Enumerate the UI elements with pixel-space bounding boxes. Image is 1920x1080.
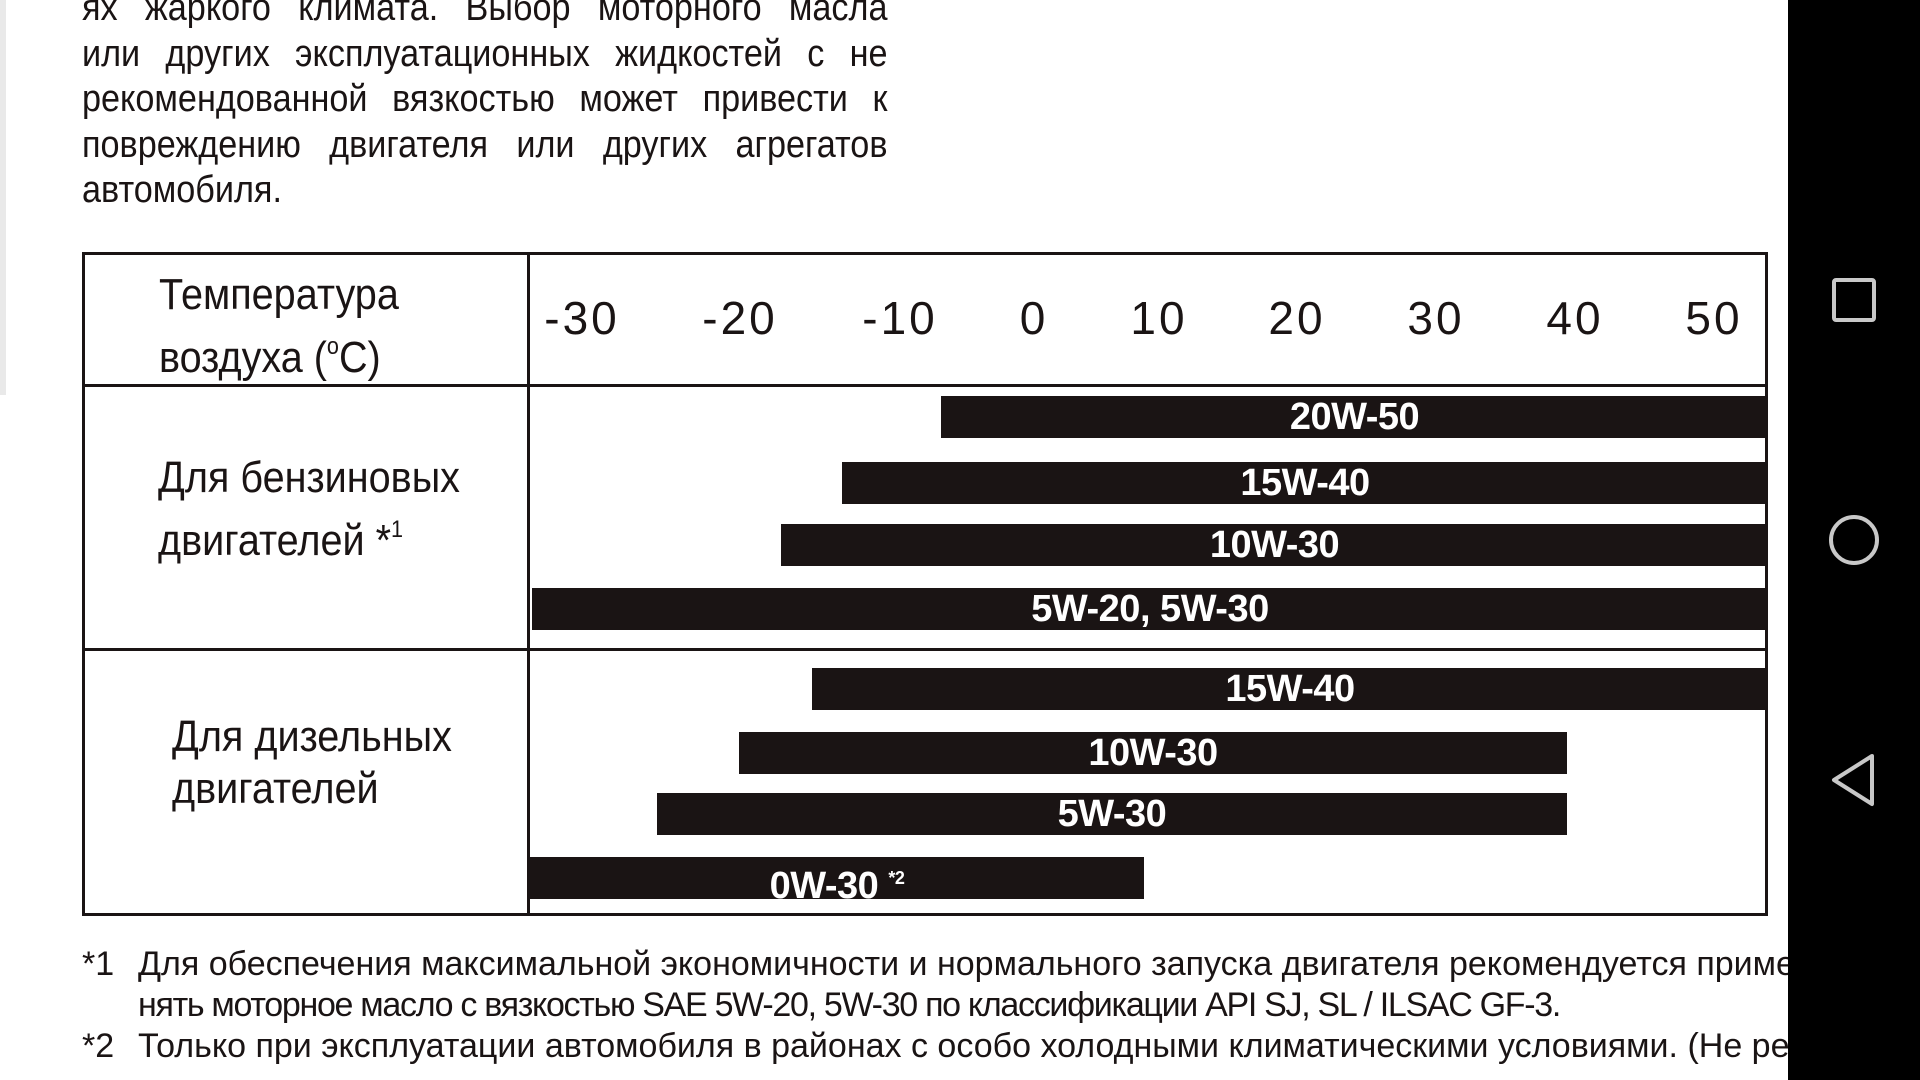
temperature-header: Температура воздуха (oC) bbox=[159, 270, 399, 382]
diesel-bar: 5W-30 bbox=[657, 793, 1567, 835]
temperature-tick: 30 bbox=[1407, 292, 1465, 344]
home-icon bbox=[1829, 515, 1879, 565]
footnote: *2 Только при эксплуатации автомобиля в … bbox=[82, 1026, 1788, 1067]
temperature-tick: -30 bbox=[544, 292, 620, 344]
diesel-bar: 0W-30 *2 bbox=[530, 857, 1144, 907]
footnote-line: Только при эксплуатации автомобиля в рай… bbox=[138, 1027, 1788, 1065]
table-row-divider bbox=[85, 648, 1765, 651]
intro-line: повреждению двигателя или других агрегат… bbox=[82, 123, 888, 166]
diesel-bar: 15W-40 bbox=[812, 668, 1768, 710]
oil-viscosity-table: Температура воздуха (oC) -30 -20 -10 0 1… bbox=[82, 252, 1768, 916]
page-edge bbox=[0, 0, 6, 395]
footnotes: *1 Для обеспечения максимальной экономич… bbox=[82, 944, 1788, 1067]
intro-line: или других эксплуатационных жидкостей с … bbox=[82, 32, 888, 75]
temperature-tick: -20 bbox=[702, 292, 778, 344]
footnote-line: нять моторное масло с вязкостью SAE 5W-2… bbox=[138, 986, 1561, 1024]
recent-apps-button[interactable] bbox=[1788, 240, 1920, 360]
home-button[interactable] bbox=[1788, 480, 1920, 600]
android-navigation-bar bbox=[1788, 0, 1920, 1080]
footnote-mark: *1 bbox=[82, 945, 115, 983]
diesel-engines-label: Для дизельных двигателей bbox=[172, 712, 452, 813]
back-icon bbox=[1832, 754, 1874, 806]
temperature-tick: 0 bbox=[1019, 292, 1049, 344]
document-page: ях жаркого климата. Выбор моторного масл… bbox=[0, 0, 1788, 1067]
temperature-tick: -10 bbox=[862, 292, 938, 344]
temperature-tick: 50 bbox=[1685, 292, 1743, 344]
temperature-tick: 40 bbox=[1546, 292, 1604, 344]
table-row-divider bbox=[85, 384, 1765, 387]
petrol-bar: 5W-20, 5W-30 bbox=[532, 588, 1768, 630]
footnote-mark: *2 bbox=[82, 1027, 115, 1065]
table-column-divider bbox=[527, 255, 530, 913]
petrol-bar: 10W-30 bbox=[781, 524, 1768, 566]
petrol-engines-label: Для бензиновых двигателей *1 bbox=[158, 453, 460, 565]
back-button[interactable] bbox=[1788, 720, 1920, 840]
intro-line: ях жаркого климата. Выбор моторного масл… bbox=[82, 0, 888, 29]
petrol-bar: 20W-50 bbox=[941, 396, 1768, 438]
temperature-tick: 10 bbox=[1130, 292, 1188, 344]
temperature-tick: 20 bbox=[1268, 292, 1326, 344]
intro-paragraph: ях жаркого климата. Выбор моторного масл… bbox=[82, 0, 888, 214]
footnote-line: Для обеспечения максимальной экономичнос… bbox=[138, 945, 1788, 983]
recent-apps-icon bbox=[1832, 278, 1876, 322]
petrol-bar: 15W-40 bbox=[842, 462, 1768, 504]
intro-line: автомобиля. bbox=[82, 169, 282, 211]
diesel-bar: 10W-30 bbox=[739, 732, 1567, 774]
footnote: *1 Для обеспечения максимальной экономич… bbox=[82, 944, 1788, 1026]
intro-line: рекомендованной вязкостью может привести… bbox=[82, 78, 888, 120]
